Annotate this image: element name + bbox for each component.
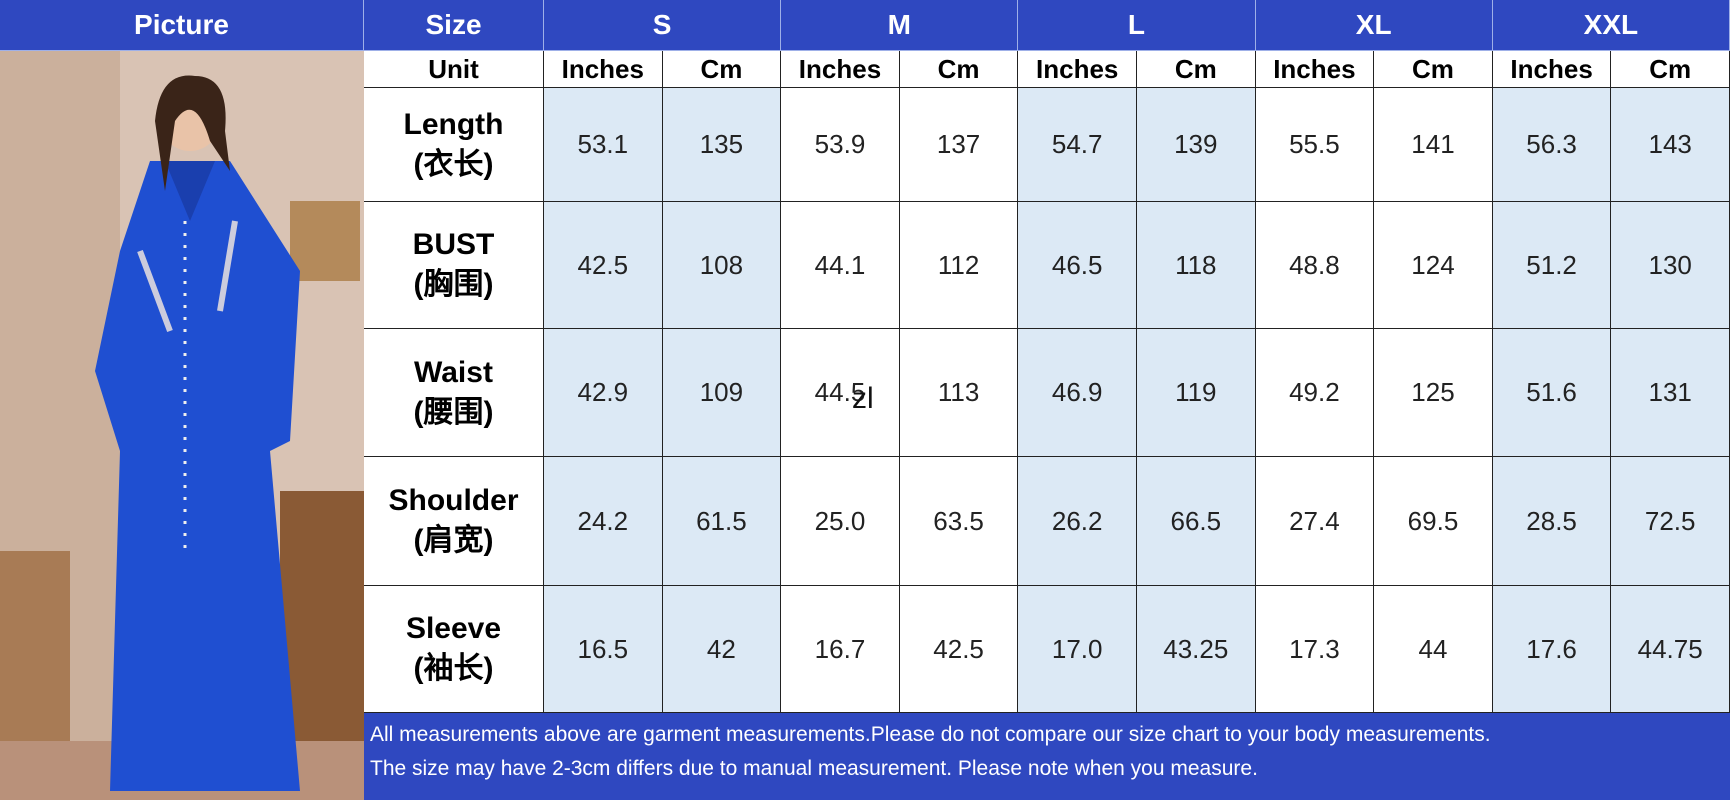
value-cell: 56.3 [1492,88,1612,202]
row-label-text: (肩宽) [413,524,494,557]
value-cell: 53.1 [544,88,663,202]
header-cell: Size [364,0,544,51]
value-cell: 44.75 [1611,586,1730,713]
value-cell: 72.5 [1611,457,1730,586]
value-cell: 124 [1374,202,1493,329]
row-label-text: (衣长) [413,147,494,181]
value-cell: 25.0 [781,457,900,586]
value-cell: 135 [662,88,782,202]
value-cell: 63.5 [899,457,1019,586]
value-cell: 55.5 [1255,88,1375,202]
value-cell: 17.6 [1492,586,1612,713]
value-cell: 118 [1137,202,1256,329]
value-cell: 66.5 [1137,457,1256,586]
header-cell: L [1018,0,1256,51]
value-cell: 26.2 [1018,457,1137,586]
value-cell: 137 [899,88,1019,202]
value-cell: 143 [1611,88,1730,202]
unit-cell: Cm [1137,51,1256,88]
value-cell: 43.25 [1137,586,1256,713]
value-cell: 108 [662,202,782,329]
value-cell: 17.0 [1018,586,1137,713]
value-cell: 125 [1374,329,1493,457]
value-cell: 109 [662,329,782,457]
value-cell: 113 [899,329,1019,457]
value-cell: 53.9 [781,88,900,202]
product-photo [0,51,364,800]
value-cell: 69.5 [1374,457,1493,586]
value-cell: 44 [1374,586,1493,713]
unit-cell: Inches [1492,51,1612,88]
value-cell: 61.5 [662,457,782,586]
value-cell: 24.2 [544,457,663,586]
value-cell: 51.2 [1492,202,1612,329]
watermark: zl [852,382,874,415]
value-cell: 42.5 [544,202,663,329]
value-cell: 44.5 [781,329,900,457]
value-cell: 49.2 [1255,329,1375,457]
row-label-text: (袖长) [413,652,494,685]
value-cell: 27.4 [1255,457,1375,586]
value-cell: 46.9 [1018,329,1137,457]
unit-cell: Cm [899,51,1019,88]
value-cell: 48.8 [1255,202,1375,329]
row-label-text: (腰围) [413,395,494,429]
unit-cell: Cm [1374,51,1493,88]
header-cell: XXL [1492,0,1730,51]
unit-cell: Inches [1018,51,1137,88]
header-cell: XL [1255,0,1493,51]
value-cell: 16.7 [781,586,900,713]
value-cell: 46.5 [1018,202,1137,329]
value-cell: 16.5 [544,586,663,713]
value-cell: 42.5 [899,586,1019,713]
value-cell: 42 [662,586,782,713]
row-label: Shoulder (肩宽) [364,457,544,586]
row-label-text: Waist [414,355,493,389]
note: The size may have 2-3cm differs due to m… [370,757,1258,780]
row-label-text: (胸围) [413,268,494,301]
unit-cell: Inches [1255,51,1375,88]
header-cell: M [781,0,1019,51]
value-cell: 28.5 [1492,457,1612,586]
value-cell: 131 [1611,329,1730,457]
row-label-text: BUST [412,228,495,261]
row-label-text: Shoulder [388,484,519,517]
value-cell: 139 [1137,88,1256,202]
unit-label: Unit [364,51,544,88]
row-label: Sleeve (袖长) [364,586,544,713]
unit-cell: Cm [1611,51,1730,88]
header-cell: Picture [0,0,364,51]
value-cell: 112 [899,202,1019,329]
footer-notes: All measurements above are garment measu… [364,713,1730,800]
value-cell: 42.9 [544,329,663,457]
value-cell: 130 [1611,202,1730,329]
row-label-text: Sleeve [405,612,502,645]
value-cell: 141 [1374,88,1493,202]
value-cell: 119 [1137,329,1256,457]
note: All measurements above are garment measu… [370,723,1491,746]
row-label: Waist (腰围) [364,329,544,457]
header-cell: S [544,0,782,51]
row-label: BUST (胸围) [364,202,544,329]
unit-cell: Inches [781,51,900,88]
row-label: Length (衣长) [364,88,544,202]
unit-cell: Inches [544,51,663,88]
row-label-text: Length [403,107,504,141]
unit-cell: Cm [662,51,782,88]
value-cell: 44.1 [781,202,900,329]
value-cell: 51.6 [1492,329,1612,457]
value-cell: 54.7 [1018,88,1137,202]
value-cell: 17.3 [1255,586,1375,713]
